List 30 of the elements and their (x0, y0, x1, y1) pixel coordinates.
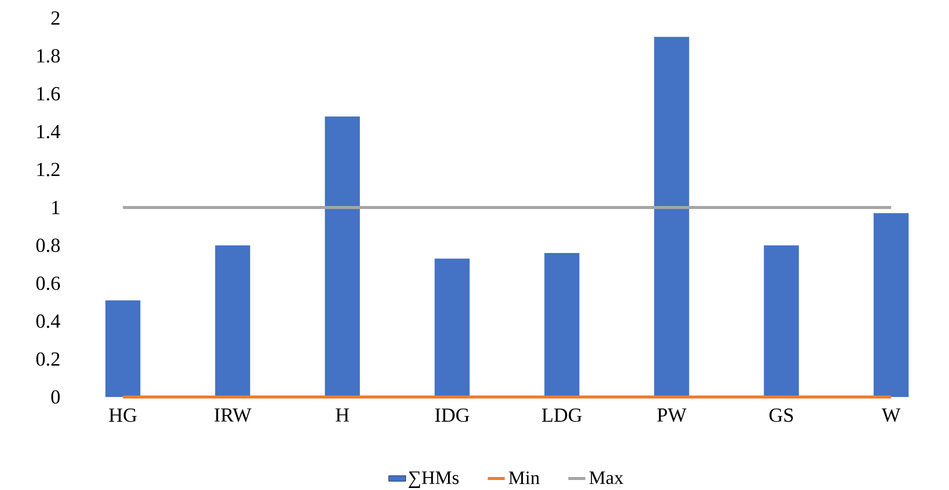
y-tick-label: 0.4 (36, 314, 60, 328)
bar (874, 213, 909, 397)
y-tick-label: 0.2 (36, 352, 60, 366)
legend-label: ∑HMs (408, 472, 459, 488)
x-tick-label: GS (769, 408, 793, 422)
y-tick-label: 0 (51, 390, 60, 404)
bar (764, 245, 799, 397)
bar (544, 252, 580, 397)
x-tick-label: IRW (214, 408, 252, 422)
x-tick-label: PW (657, 408, 687, 422)
legend-label: Min (508, 471, 540, 484)
x-tick-label: H (336, 408, 349, 422)
bar (324, 116, 360, 397)
bar (215, 245, 250, 397)
y-tick-label: 1.2 (37, 162, 60, 176)
y-tick-label: 1.6 (37, 87, 60, 101)
y-tick-label: 1.4 (37, 124, 60, 138)
x-tick-label: HG (109, 408, 137, 422)
x-tick-label: IDG (435, 408, 470, 422)
y-tick-label: 1.8 (37, 49, 60, 63)
y-tick-label: 0.6 (36, 276, 60, 290)
y-tick-label: 1 (52, 200, 60, 214)
bar (434, 258, 470, 397)
y-tick-label: 0.8 (36, 238, 60, 252)
bar (654, 36, 690, 397)
legend-label: Max (589, 472, 624, 484)
x-tick-label: W (882, 408, 900, 422)
bar (105, 300, 140, 397)
x-tick-label: LDG (542, 408, 582, 422)
y-tick-label: 2 (51, 11, 60, 25)
